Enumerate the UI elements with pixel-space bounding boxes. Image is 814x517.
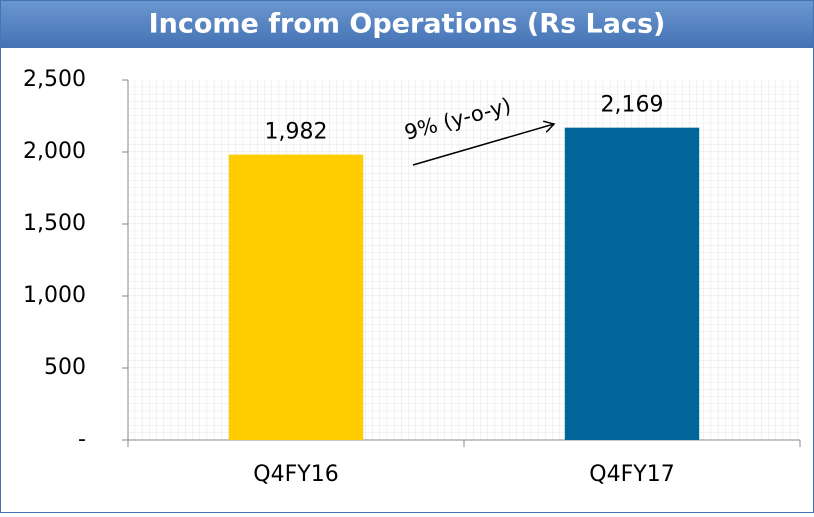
chart-title: Income from Operations (Rs Lacs) [149, 9, 666, 40]
x-tick-label: Q4FY16 [253, 462, 338, 487]
y-tick-label: 1,000 [23, 283, 86, 308]
x-tick-label: Q4FY17 [589, 462, 674, 487]
title-band [1, 1, 813, 48]
y-tick-label: 1,500 [23, 211, 86, 236]
data-label: 2,169 [601, 93, 664, 118]
y-tick-label: - [78, 427, 86, 452]
annotation-arrow [412, 124, 554, 166]
y-tick-label: 500 [44, 355, 86, 380]
data-label: 1,982 [265, 120, 328, 145]
y-tick-label: 2,500 [23, 67, 86, 92]
bar [564, 127, 700, 440]
y-tick-label: 2,000 [23, 139, 86, 164]
bar [228, 154, 364, 441]
